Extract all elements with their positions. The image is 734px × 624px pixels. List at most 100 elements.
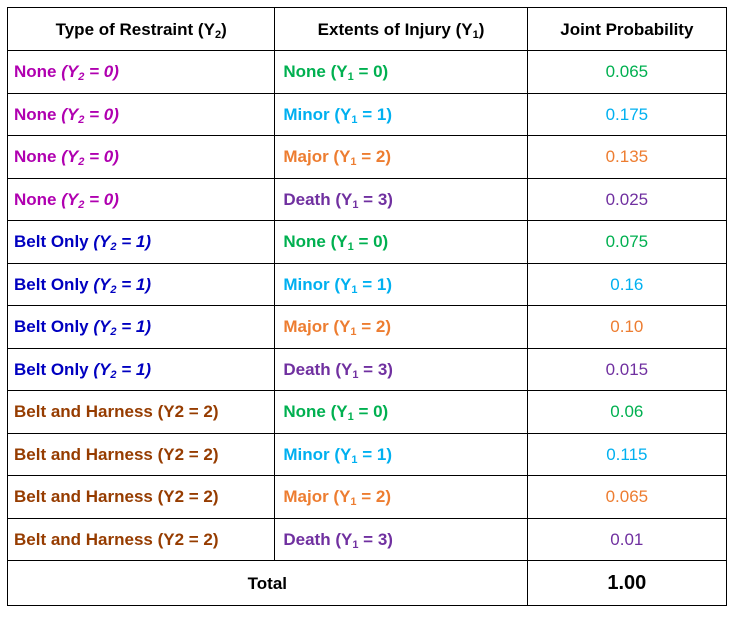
injury-label: None (Y — [283, 62, 348, 82]
injury-suffix: = 2) — [356, 147, 392, 167]
injury-label: Death (Y — [283, 529, 353, 549]
injury-subscript: 1 — [347, 71, 354, 84]
restraint-var-subscript: 2 — [78, 71, 85, 84]
injury-cell: Death (Y1 = 3) — [274, 347, 528, 391]
restraint-var-subscript: 2 — [110, 283, 117, 296]
restraint-cell: Belt Only (Y2 = 1) — [6, 220, 276, 264]
injury-cell: Death (Y1 = 3) — [274, 517, 528, 561]
restraint-var-prefix: (Y — [61, 189, 79, 209]
injury-subscript: 1 — [350, 496, 357, 509]
table-row: None (Y2 = 0) None (Y1 = 0) 0.065 — [6, 50, 728, 94]
restraint-var-prefix: (Y — [61, 147, 79, 167]
probability-cell: 0.025 — [526, 177, 728, 221]
injury-suffix: = 2) — [356, 487, 392, 507]
injury-label: Death (Y — [283, 189, 353, 209]
header-text: ) — [478, 19, 485, 39]
injury-subscript: 1 — [351, 453, 358, 466]
restraint-var-prefix: (Y — [93, 274, 111, 294]
restraint-var-suffix: = 1) — [116, 359, 151, 379]
restraint-var-prefix: (Y — [61, 62, 79, 82]
restraint-cell: None (Y2 = 0) — [6, 50, 276, 94]
injury-cell: Minor (Y1 = 1) — [274, 92, 528, 136]
restraint-cell: Belt and Harness (Y2 = 2) — [6, 475, 276, 519]
restraint-var-subscript: 2 — [110, 241, 117, 254]
table-row: Belt Only (Y2 = 1) Minor (Y1 = 1) 0.16 — [6, 262, 728, 306]
table-row: Belt and Harness (Y2 = 2) Minor (Y1 = 1) 0… — [6, 432, 728, 476]
header-extents-of-injury: Extents of Injury (Y1) — [274, 7, 528, 51]
restraint-cell: Belt and Harness (Y2 = 2) — [6, 432, 276, 476]
restraint-cell: Belt Only (Y2 = 1) — [6, 347, 276, 391]
restraint-label: Belt and Harness (Y2 = 2) — [14, 402, 219, 422]
restraint-var-subscript: 2 — [110, 368, 117, 381]
injury-cell: Major (Y1 = 2) — [274, 475, 528, 519]
injury-label: None (Y — [283, 402, 348, 422]
restraint-label: None — [14, 62, 62, 82]
table-row: Belt and Harness (Y2 = 2) Major (Y1 = 2) 0… — [6, 475, 728, 519]
restraint-var-suffix: = 1) — [116, 232, 151, 252]
joint-probability-table: Type of Restraint (Y2) Extents of Injury… — [6, 7, 728, 606]
restraint-label: Belt and Harness (Y2 = 2) — [14, 529, 219, 549]
injury-suffix: = 1) — [357, 444, 392, 464]
restraint-var-prefix: (Y — [93, 359, 111, 379]
header-text: Type of Restraint (Y — [55, 19, 215, 39]
restraint-variable: (Y2 = 1) — [93, 317, 151, 339]
restraint-label: Belt Only — [14, 317, 94, 337]
injury-subscript: 1 — [352, 198, 359, 211]
restraint-var-suffix: = 1) — [116, 317, 151, 337]
header-text: ) — [221, 19, 227, 39]
restraint-label: None — [14, 189, 62, 209]
restraint-cell: None (Y2 = 0) — [6, 177, 276, 221]
total-row: Total 1.00 — [7, 560, 728, 606]
injury-suffix: = 1) — [357, 274, 392, 294]
injury-cell: Minor (Y1 = 1) — [274, 432, 528, 476]
probability-cell: 0.015 — [526, 347, 728, 391]
table-footer: Total 1.00 — [7, 560, 728, 606]
restraint-var-prefix: (Y — [61, 104, 79, 124]
restraint-variable: (Y2 = 1) — [93, 359, 151, 381]
restraint-cell: Belt and Harness (Y2 = 2) — [6, 517, 276, 561]
injury-label: Minor (Y — [283, 274, 352, 294]
injury-label: Minor (Y — [283, 444, 352, 464]
injury-suffix: = 0) — [353, 402, 389, 422]
restraint-variable: (Y2 = 1) — [93, 274, 151, 296]
table-row: None (Y2 = 0) Minor (Y1 = 1) 0.175 — [6, 92, 728, 136]
injury-cell: Major (Y1 = 2) — [274, 305, 528, 349]
header-subscript: 1 — [472, 28, 479, 41]
probability-cell: 0.06 — [526, 390, 728, 434]
injury-cell: None (Y1 = 0) — [274, 220, 528, 264]
table-row: Belt Only (Y2 = 1) Major (Y1 = 2) 0.10 — [6, 305, 728, 349]
injury-subscript: 1 — [351, 283, 358, 296]
injury-subscript: 1 — [347, 411, 354, 424]
table-row: None (Y2 = 0) Death (Y1 = 3) 0.025 — [6, 177, 728, 221]
header-joint-probability: Joint Probability — [526, 7, 728, 51]
table-body: None (Y2 = 0) None (Y1 = 0) 0.065 None (Y2 … — [6, 50, 728, 561]
injury-suffix: = 1) — [357, 104, 392, 124]
probability-cell: 0.115 — [526, 432, 728, 476]
probability-cell: 0.065 — [526, 475, 728, 519]
total-value: 1.00 — [526, 560, 728, 606]
restraint-var-subscript: 2 — [78, 198, 85, 211]
injury-suffix: = 3) — [358, 529, 393, 549]
header-type-of-restraint: Type of Restraint (Y2) — [6, 7, 276, 51]
restraint-label: Belt Only — [14, 232, 94, 252]
injury-label: Death (Y — [283, 359, 353, 379]
restraint-label: None — [14, 147, 62, 167]
restraint-var-suffix: = 0) — [84, 189, 119, 209]
injury-subscript: 1 — [352, 538, 359, 551]
probability-cell: 0.01 — [526, 517, 728, 561]
table-row: Belt and Harness (Y2 = 2) Death (Y1 = 3) 0… — [6, 517, 728, 561]
injury-subscript: 1 — [351, 113, 358, 126]
restraint-var-subscript: 2 — [110, 326, 117, 339]
restraint-var-suffix: = 1) — [116, 274, 151, 294]
table-row: None (Y2 = 0) Major (Y1 = 2) 0.135 — [6, 135, 728, 179]
injury-cell: None (Y1 = 0) — [274, 390, 528, 434]
injury-label: Major (Y — [283, 317, 351, 337]
probability-cell: 0.135 — [526, 135, 728, 179]
restraint-var-suffix: = 0) — [84, 147, 119, 167]
injury-suffix: = 2) — [356, 317, 392, 337]
restraint-cell: Belt Only (Y2 = 1) — [6, 262, 276, 306]
restraint-variable: (Y2 = 0) — [61, 147, 119, 169]
injury-cell: Major (Y1 = 2) — [274, 135, 528, 179]
restraint-var-suffix: = 0) — [84, 62, 119, 82]
restraint-var-subscript: 2 — [78, 156, 85, 169]
